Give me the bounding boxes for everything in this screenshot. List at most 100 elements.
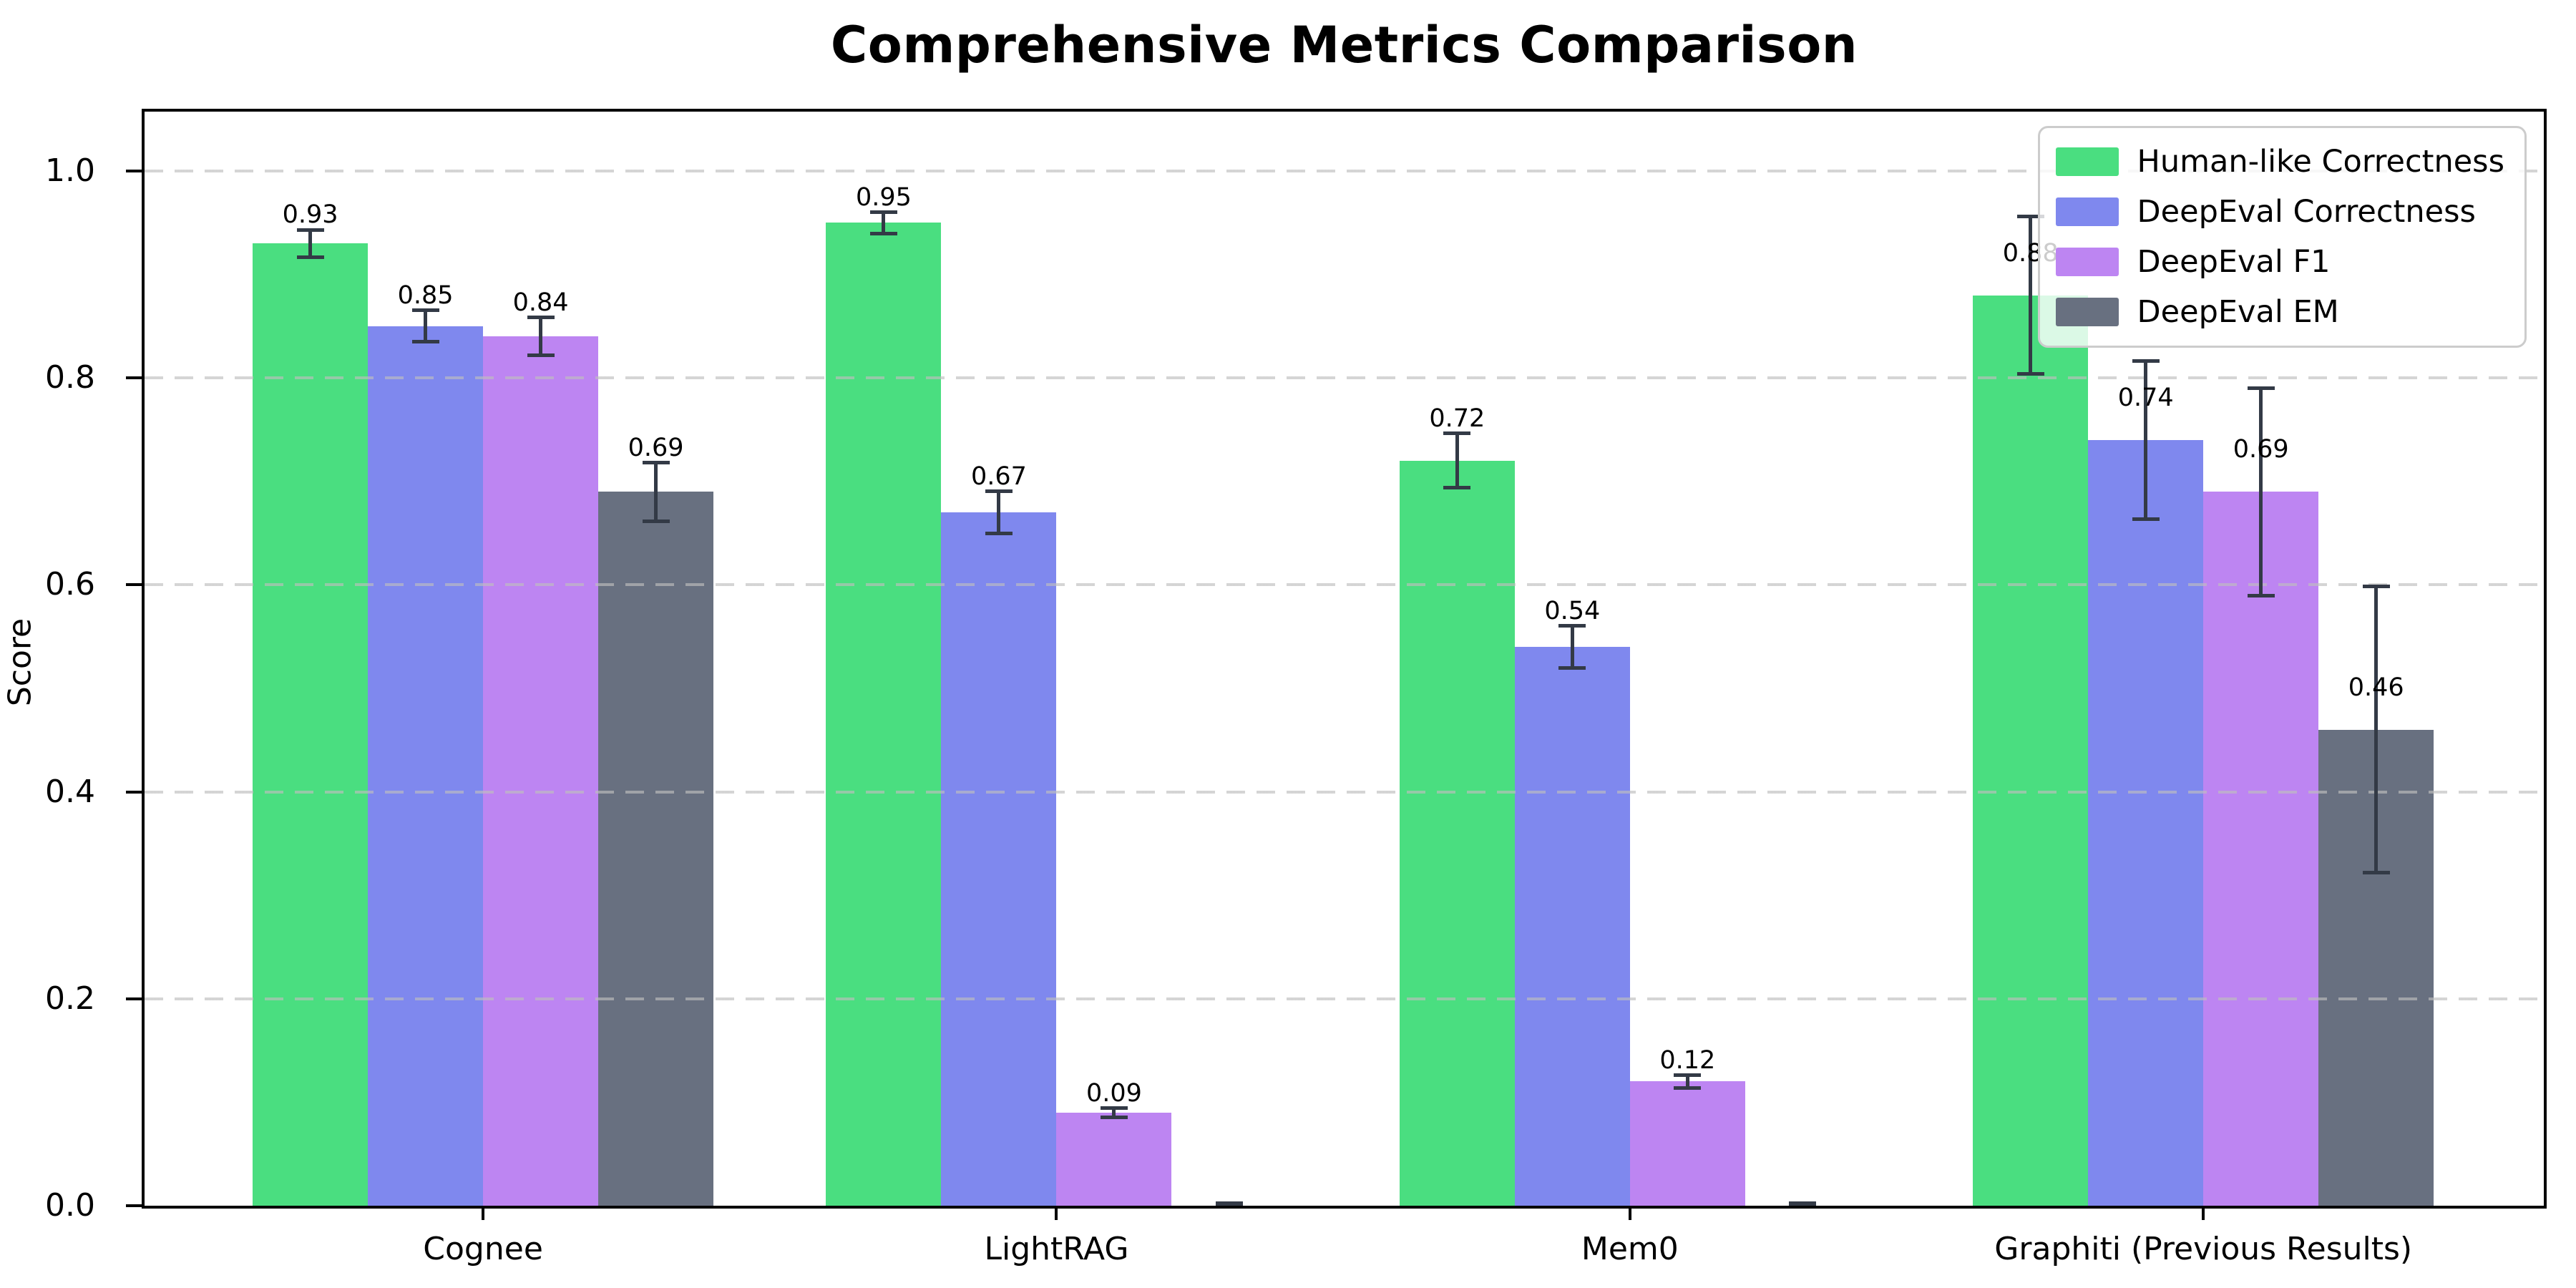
- bar-value-label: 0.09: [1086, 1078, 1142, 1108]
- error-bar-stem: [1112, 1106, 1116, 1119]
- x-axis-spine: [142, 1206, 2547, 1209]
- legend-color-swatch: [2055, 298, 2119, 326]
- error-bar-cap-bottom: [1100, 1115, 1128, 1119]
- error-bar-stem: [424, 308, 428, 344]
- bar: [368, 326, 484, 1206]
- error-bar-stem: [2029, 214, 2033, 376]
- legend-item-label: DeepEval F1: [2137, 244, 2331, 280]
- bar-value-label: 0.67: [971, 462, 1027, 492]
- x-tick-mark: [2202, 1207, 2205, 1220]
- legend-item-label: DeepEval Correctness: [2137, 194, 2476, 230]
- bar: [941, 512, 1057, 1206]
- error-bar-cap-bottom: [1789, 1202, 1817, 1206]
- gridline: [145, 997, 2544, 1000]
- error-bar-cap-top: [2362, 585, 2390, 589]
- error-bar-cap-top: [1558, 624, 1586, 628]
- error-bar-stem: [882, 210, 886, 235]
- x-tick-label: LightRAG: [984, 1231, 1129, 1267]
- legend-item-label: DeepEval EM: [2137, 294, 2339, 330]
- y-tick-mark: [126, 170, 142, 173]
- error-bar-cap-top: [411, 308, 439, 313]
- error-bar: [1674, 1073, 1702, 1091]
- error-bar-cap-top: [1674, 1073, 1702, 1077]
- error-bar-stem: [2374, 585, 2379, 875]
- error-bar-cap-bottom: [1674, 1086, 1702, 1091]
- error-bar-cap-top: [2016, 214, 2044, 218]
- bar-value-label: 0.69: [628, 433, 684, 462]
- x-tick-label: Graphiti (Previous Results): [1994, 1231, 2413, 1267]
- bar: [2203, 492, 2319, 1206]
- error-bar: [2362, 585, 2390, 875]
- legend-item: DeepEval EM: [2055, 290, 2504, 334]
- bar: [598, 492, 714, 1206]
- error-bar: [1215, 1201, 1243, 1206]
- bar: [253, 243, 369, 1206]
- error-bar-stem: [308, 228, 313, 259]
- legend-item-label: Human-like Correctness: [2137, 144, 2504, 180]
- legend-item: Human-like Correctness: [2055, 140, 2504, 184]
- y-tick-label: 0.2: [45, 980, 95, 1017]
- error-bar-stem: [654, 460, 658, 523]
- bar-value-label: 0.46: [2348, 673, 2404, 703]
- bar-value-label: 0.84: [512, 288, 569, 318]
- legend-color-swatch: [2055, 147, 2119, 176]
- error-bar-cap-bottom: [2016, 372, 2044, 376]
- error-bar-cap-bottom: [527, 353, 555, 358]
- error-bar: [1789, 1201, 1817, 1206]
- y-axis-spine: [142, 109, 145, 1209]
- bar-value-label: 0.95: [856, 182, 912, 212]
- error-bar: [869, 210, 897, 235]
- error-bar: [2247, 386, 2275, 597]
- y-tick-label: 0.6: [45, 566, 95, 603]
- y-tick-label: 1.0: [45, 152, 95, 190]
- error-bar: [2132, 359, 2160, 521]
- bar-value-label: 0.85: [397, 280, 454, 310]
- error-bar-stem: [1685, 1073, 1689, 1091]
- gridline: [145, 170, 2544, 173]
- error-bar: [1100, 1106, 1128, 1119]
- y-tick-mark: [126, 583, 142, 587]
- error-bar-cap-bottom: [2247, 593, 2275, 597]
- error-bar: [296, 228, 324, 259]
- error-bar-cap-bottom: [1215, 1202, 1243, 1206]
- bar-value-label: 0.54: [1544, 597, 1601, 625]
- error-bar-cap-bottom: [1443, 486, 1471, 490]
- bar: [1514, 647, 1630, 1206]
- error-bar-cap-top: [985, 489, 1013, 494]
- bar-value-label: 0.74: [2117, 384, 2174, 413]
- x-tick-mark: [1055, 1207, 1058, 1220]
- y-tick-mark: [126, 997, 142, 1000]
- bar: [1399, 460, 1515, 1206]
- y-tick-mark: [126, 790, 142, 794]
- legend-item: DeepEval F1: [2055, 240, 2504, 284]
- error-bar-cap-bottom: [2362, 871, 2390, 875]
- y-tick-label: 0.0: [45, 1187, 95, 1224]
- bar: [1973, 295, 2089, 1206]
- error-bar-cap-top: [527, 316, 555, 320]
- error-bar: [642, 460, 670, 523]
- bar-value-label: 0.93: [282, 200, 338, 230]
- bar-value-label: 0.12: [1659, 1045, 1716, 1075]
- error-bar-cap-bottom: [642, 519, 670, 523]
- chart-title: Comprehensive Metrics Comparison: [830, 16, 1858, 74]
- error-bar-stem: [2144, 359, 2148, 521]
- error-bar-cap-bottom: [411, 340, 439, 344]
- error-bar-cap-bottom: [985, 532, 1013, 535]
- y-tick-mark: [126, 376, 142, 380]
- y-tick-label: 0.8: [45, 359, 95, 396]
- error-bar-cap-bottom: [2132, 517, 2160, 521]
- error-bar: [2016, 214, 2044, 376]
- bar: [2088, 439, 2204, 1206]
- y-tick-mark: [126, 1204, 142, 1207]
- error-bar-cap-top: [296, 228, 324, 232]
- error-bar-cap-top: [1443, 431, 1471, 436]
- error-bar-stem: [1455, 431, 1459, 490]
- error-bar-stem: [539, 316, 543, 358]
- bar: [1056, 1112, 1172, 1206]
- error-bar-cap-bottom: [1558, 665, 1586, 670]
- error-bar-cap-top: [1100, 1106, 1128, 1111]
- x-tick-label: Mem0: [1581, 1231, 1679, 1267]
- error-bar: [1443, 431, 1471, 490]
- error-bar: [1558, 624, 1586, 670]
